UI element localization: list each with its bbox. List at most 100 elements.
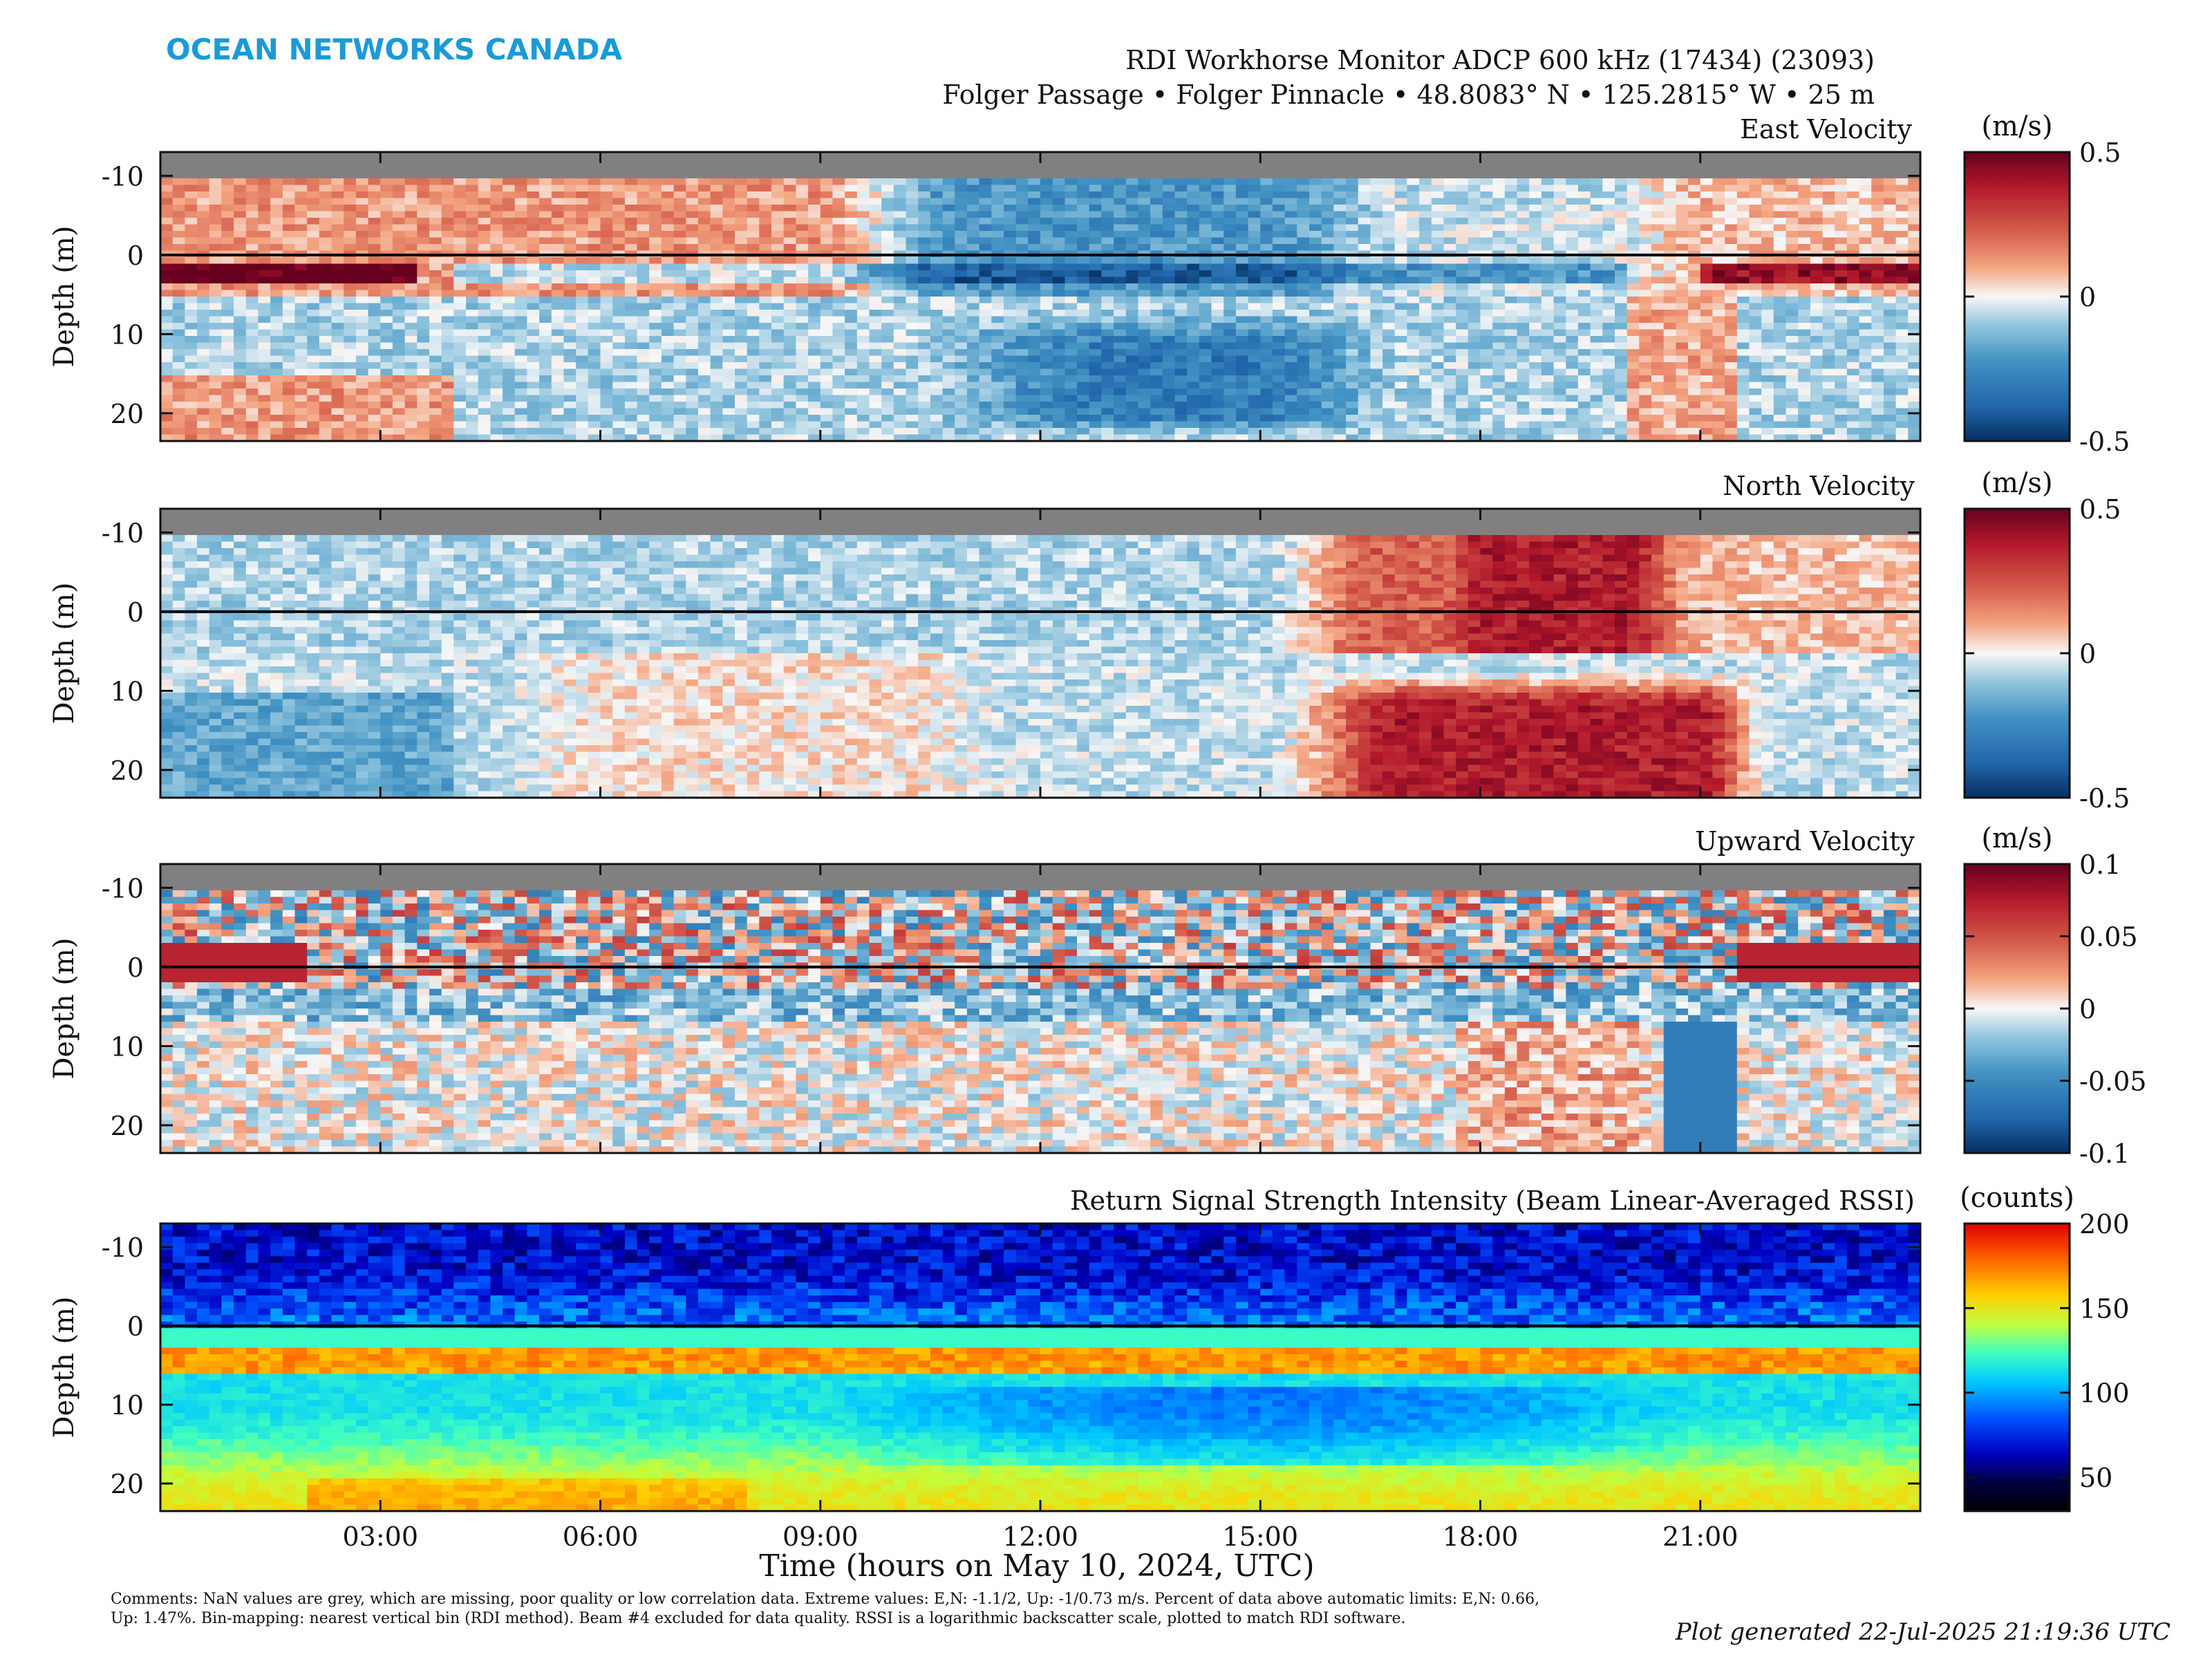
heatmap-cell <box>1481 323 1493 330</box>
heatmap-cell <box>649 297 662 303</box>
heatmap-cell <box>527 191 539 198</box>
heatmap-cell <box>832 330 845 337</box>
heatmap-cell <box>319 382 332 389</box>
heatmap-cell <box>1040 415 1053 422</box>
heatmap-cell <box>662 165 674 172</box>
heatmap-cell <box>1309 225 1322 232</box>
heatmap-cell <box>771 388 784 395</box>
heatmap-cell <box>234 415 246 422</box>
heatmap-cell <box>686 205 698 212</box>
heatmap-cell <box>185 369 197 376</box>
heatmap-cell <box>221 205 234 212</box>
heatmap-cell <box>1114 409 1126 415</box>
heatmap-cell <box>955 369 967 376</box>
heatmap-cell <box>747 244 760 251</box>
heatmap-cell <box>258 198 270 205</box>
heatmap-cell <box>930 297 943 303</box>
heatmap-cell <box>991 244 1004 251</box>
heatmap-cell <box>674 422 686 429</box>
heatmap-cell <box>442 415 454 422</box>
heatmap-cell <box>1248 395 1261 402</box>
heatmap-cell <box>1126 415 1138 422</box>
heatmap-cell <box>319 277 332 284</box>
heatmap-cell <box>637 257 650 264</box>
heatmap-cell <box>1481 205 1493 212</box>
heatmap-cell <box>1224 343 1236 350</box>
heatmap-cell <box>1053 382 1065 389</box>
heatmap-cell <box>1138 297 1150 303</box>
heatmap-cell <box>490 283 503 290</box>
heatmap-cell <box>674 297 686 303</box>
heatmap-cell <box>1016 198 1029 205</box>
heatmap-cell <box>1004 369 1016 376</box>
heatmap-cell <box>319 238 332 245</box>
heatmap-cell <box>894 336 906 343</box>
heatmap-cell <box>270 349 283 356</box>
heatmap-cell <box>1358 244 1371 251</box>
heatmap-cell <box>1395 198 1407 205</box>
heatmap-cell <box>747 428 760 435</box>
heatmap-cell <box>1419 185 1432 192</box>
heatmap-cell <box>576 264 588 271</box>
heatmap-cell <box>527 264 539 271</box>
heatmap-cell <box>1236 402 1248 409</box>
heatmap-cell <box>270 343 283 350</box>
heatmap-cell <box>270 231 283 238</box>
heatmap-cell <box>747 198 760 205</box>
heatmap-cell <box>967 310 980 317</box>
heatmap-cell <box>527 388 539 395</box>
heatmap-cell <box>943 402 955 409</box>
heatmap-cell <box>1529 303 1541 310</box>
heatmap-cell <box>918 152 930 159</box>
heatmap-cell <box>1004 218 1016 225</box>
heatmap-cell <box>1138 225 1150 232</box>
heatmap-cell <box>722 238 735 245</box>
heatmap-cell <box>955 270 967 277</box>
heatmap-cell <box>747 283 760 290</box>
heatmap-cell <box>1481 330 1493 337</box>
heatmap-cell <box>234 369 246 376</box>
heatmap-cell <box>1444 303 1456 310</box>
heatmap-cell <box>1517 343 1530 350</box>
heatmap-cell <box>490 349 503 356</box>
heatmap-cell <box>1468 395 1481 402</box>
heatmap-cell <box>698 297 711 303</box>
heatmap-cell <box>1346 277 1358 284</box>
heatmap-cell <box>356 409 368 415</box>
heatmap-cell <box>270 402 283 409</box>
heatmap-cell <box>1407 402 1419 409</box>
heatmap-cell <box>503 185 515 192</box>
heatmap-cell <box>185 297 197 303</box>
heatmap-cell <box>1089 422 1102 429</box>
heatmap-cell <box>612 178 625 185</box>
heatmap-cell <box>1028 218 1040 225</box>
heatmap-cell <box>1309 362 1322 369</box>
heatmap-cell <box>1236 343 1248 350</box>
heatmap-cell <box>1004 317 1016 324</box>
heatmap-cell <box>307 428 319 435</box>
heatmap-cell <box>258 212 270 218</box>
heatmap-cell <box>1456 165 1468 172</box>
heatmap-cell <box>1333 212 1346 218</box>
heatmap-cell <box>1468 310 1481 317</box>
heatmap-cell <box>197 356 209 363</box>
heatmap-cell <box>991 218 1004 225</box>
heatmap-cell <box>759 349 771 356</box>
heatmap-cell <box>160 257 173 264</box>
heatmap-cell <box>417 225 429 232</box>
heatmap-cell <box>1065 244 1077 251</box>
heatmap-cell <box>1505 297 1517 303</box>
heatmap-cell <box>442 428 454 435</box>
heatmap-cell <box>1322 198 1334 205</box>
heatmap-cell <box>1273 172 1285 179</box>
heatmap-cell <box>845 382 857 389</box>
heatmap-cell <box>771 212 784 218</box>
heatmap-cell <box>539 218 552 225</box>
heatmap-cell <box>1468 185 1481 192</box>
heatmap-cell <box>601 402 613 409</box>
heatmap-cell <box>955 231 967 238</box>
heatmap-cell <box>711 330 723 337</box>
heatmap-cell <box>1126 205 1138 212</box>
heatmap-cell <box>649 303 662 310</box>
heatmap-cell <box>173 323 185 330</box>
